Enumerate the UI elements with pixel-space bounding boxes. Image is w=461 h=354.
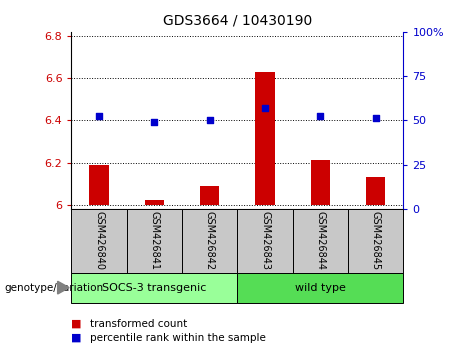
Text: GSM426842: GSM426842 xyxy=(205,211,215,270)
Text: SOCS-3 transgenic: SOCS-3 transgenic xyxy=(102,282,207,293)
Point xyxy=(206,118,213,123)
Text: GSM426841: GSM426841 xyxy=(149,211,160,270)
Text: GSM426844: GSM426844 xyxy=(315,211,325,270)
Bar xyxy=(145,200,164,205)
Point xyxy=(151,120,158,125)
Text: GSM426843: GSM426843 xyxy=(260,211,270,270)
Text: genotype/variation: genotype/variation xyxy=(5,282,104,293)
Text: percentile rank within the sample: percentile rank within the sample xyxy=(90,333,266,343)
Text: GSM426845: GSM426845 xyxy=(371,211,381,270)
Point xyxy=(372,115,379,121)
Point xyxy=(261,105,269,110)
Bar xyxy=(200,186,219,205)
Point xyxy=(95,113,103,119)
Text: transformed count: transformed count xyxy=(90,319,187,329)
Bar xyxy=(89,165,109,205)
Bar xyxy=(255,72,275,205)
Bar xyxy=(366,177,385,205)
Text: ■: ■ xyxy=(71,319,82,329)
Title: GDS3664 / 10430190: GDS3664 / 10430190 xyxy=(163,14,312,28)
Text: wild type: wild type xyxy=(295,282,346,293)
Bar xyxy=(311,160,330,205)
Text: GSM426840: GSM426840 xyxy=(94,211,104,270)
Point xyxy=(317,113,324,119)
Text: ■: ■ xyxy=(71,333,82,343)
